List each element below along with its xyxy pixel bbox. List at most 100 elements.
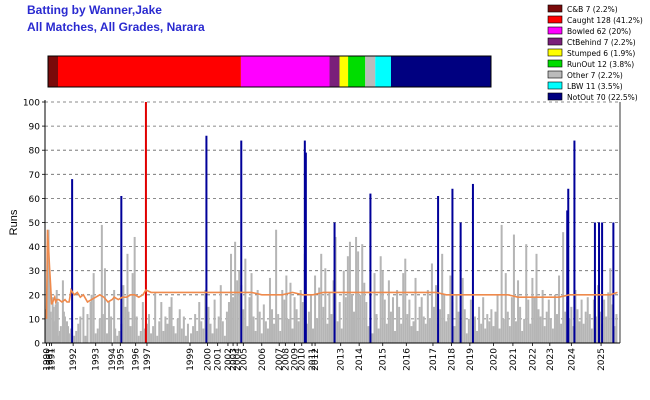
innings-bar [590,328,593,343]
x-tick-label: 1995 [116,348,126,371]
innings-bar [168,306,171,343]
innings-bar [541,289,544,343]
x-tick-label: 2007 [275,348,285,371]
innings-bar [332,280,335,343]
innings-bar [166,323,169,343]
innings-bar [49,311,52,343]
x-tick-label: 2006 [258,348,268,371]
chart-subtitle: All Matches, All Grades, Narara [27,20,205,34]
notout-innings-bar [304,152,307,343]
innings-bar [69,333,72,343]
innings-bar [582,323,585,343]
innings-bar [432,306,435,343]
innings-bar [572,326,575,343]
notout-innings-bar [566,210,569,343]
caught-innings-bar [144,102,147,343]
legend-label: C&B 7 (2.2%) [567,5,618,14]
legend-label: RunOut 12 (3.8%) [567,60,634,69]
innings-bar [129,326,132,343]
innings-bar [51,297,54,343]
innings-bar [221,321,224,343]
innings-bar [202,328,205,343]
innings-bar [406,314,409,343]
innings-bar [340,328,343,343]
innings-bar [613,326,616,343]
innings-bar [174,333,177,343]
innings-bar [223,335,226,343]
innings-bar [176,318,179,343]
innings-bar [268,277,271,343]
innings-bar [89,302,92,343]
innings-bar [338,302,341,343]
innings-bar [116,335,119,343]
innings-bar [103,268,106,343]
legend-swatch [547,37,563,46]
x-tick-label: 2025 [597,348,607,371]
innings-bar [250,273,253,343]
innings-bar [535,253,538,343]
innings-bar [396,289,399,343]
innings-bar [150,333,153,343]
innings-bar [385,323,388,343]
y-tick-label: 70 [29,171,41,181]
innings-bar [301,302,304,343]
dismissal-bar-border [47,55,492,88]
innings-bar [455,294,458,343]
innings-bar [469,299,472,343]
notout-innings-bar [471,183,474,343]
innings-bar [381,270,384,343]
innings-bar [555,314,558,343]
innings-bar [190,333,193,343]
innings-bar [160,302,163,343]
y-tick-label: 10 [29,315,41,325]
y-tick-label: 30 [29,267,41,277]
innings-bar [227,302,230,343]
innings-bar [184,335,187,343]
innings-bar [256,289,259,343]
innings-bar [101,314,104,343]
innings-bar [391,297,394,343]
innings-bar [342,270,345,343]
innings-bar [318,287,321,343]
innings-bar [79,316,82,343]
x-tick-label: 1993 [92,348,102,371]
innings-bar [63,316,66,343]
innings-bar [367,326,370,343]
innings-bar [98,318,101,343]
innings-bar [242,309,245,343]
x-tick-label: 2024 [567,348,577,371]
innings-bar [156,335,159,343]
innings-bar [461,277,464,343]
innings-bar [61,280,64,343]
y-tick-label: 50 [29,219,41,229]
innings-bar [162,330,165,343]
innings-bar [124,306,127,343]
innings-bar [424,323,427,343]
innings-bar [615,314,618,343]
innings-bar [551,328,554,343]
innings-bar [180,328,183,343]
notout-innings-bar [567,188,570,343]
innings-bar [330,314,333,343]
innings-bar [482,297,485,343]
innings-bar [506,311,509,343]
x-tick-label: 1999 [186,348,196,371]
y-tick-label: 40 [29,243,41,253]
innings-bar [279,330,282,343]
chart-title: Batting by Wanner,Jake [27,3,162,17]
y-tick-label: 60 [29,195,41,205]
innings-bar [158,321,161,343]
innings-bar [113,289,116,343]
dismissal-segment [390,56,491,87]
innings-bar [297,321,300,343]
notout-innings-bar [240,140,243,343]
innings-bar [537,309,540,343]
innings-bar [285,275,288,343]
x-tick-label: 2008 [281,348,291,371]
innings-bar [504,273,507,343]
innings-bar [357,251,360,343]
notout-innings-bar [601,222,604,343]
dismissal-segment [329,56,340,87]
innings-bar [463,309,466,343]
x-tick-label: 2022 [528,348,538,371]
